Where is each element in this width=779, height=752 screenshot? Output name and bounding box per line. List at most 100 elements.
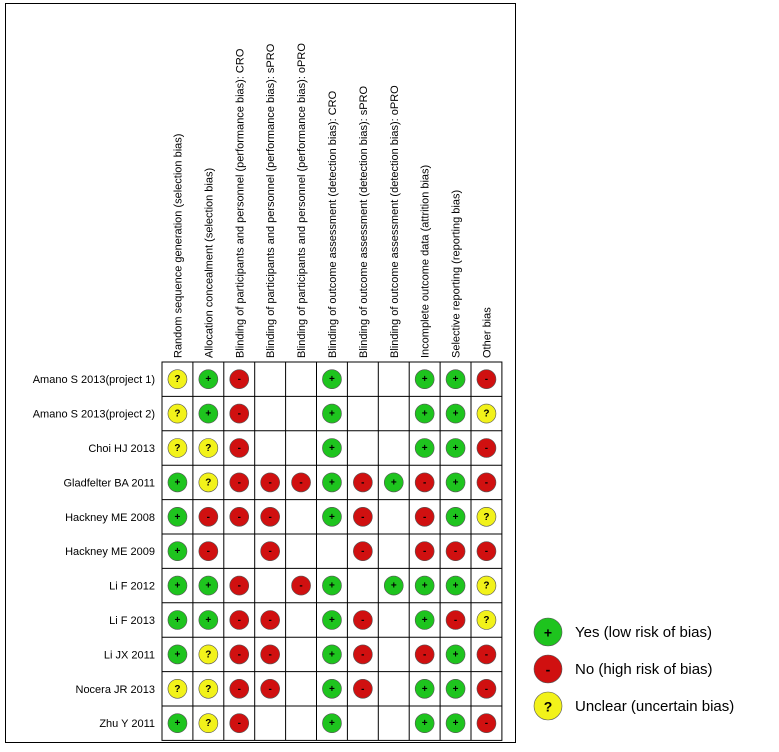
judgement-circle [353, 541, 373, 562]
column-header: Blinding of outcome assessment (detectio… [327, 90, 339, 358]
judgement: - [485, 546, 488, 557]
judgement: - [268, 649, 271, 660]
judgement-circle [414, 541, 435, 562]
judgement: - [423, 546, 426, 557]
judgement-circle [229, 403, 250, 424]
judgement-circle [260, 506, 280, 527]
judgement-circle [383, 472, 404, 493]
judgement: + [391, 581, 397, 592]
judgement: ? [483, 581, 489, 592]
judgement: + [422, 581, 428, 592]
judgement: + [422, 374, 428, 385]
column-header: Random sequence generation (selection bi… [172, 134, 184, 358]
judgement-circle [476, 438, 497, 458]
judgement-circle [260, 678, 280, 699]
judgement-circle [322, 610, 342, 630]
judgement-circle [476, 610, 497, 630]
judgement: + [329, 512, 335, 523]
judgement-circle [414, 369, 435, 390]
judgement: - [238, 477, 241, 488]
judgement-circle [229, 369, 250, 390]
judgement-circle [414, 678, 435, 699]
judgement-circle [414, 403, 435, 424]
judgement: - [485, 443, 488, 454]
judgement-circle [322, 506, 342, 527]
legend-symbol: - [546, 662, 551, 678]
judgement-circle [260, 541, 280, 562]
judgement: - [268, 512, 271, 523]
judgement: + [175, 512, 181, 523]
judgement-circle [445, 472, 466, 493]
judgement: + [329, 581, 335, 592]
judgement: - [361, 477, 364, 488]
judgement-circle [322, 403, 342, 424]
judgement: + [329, 615, 335, 626]
study-label: Gladfelter BA 2011 [63, 477, 155, 489]
judgement: - [485, 374, 488, 385]
judgement-circle [353, 506, 373, 527]
judgement: + [205, 374, 211, 385]
judgement: + [329, 374, 335, 385]
judgement-circle [476, 575, 497, 596]
judgement: - [268, 477, 271, 488]
judgement: + [205, 581, 211, 592]
judgement-circle [229, 438, 250, 458]
judgement-circle [167, 369, 188, 390]
judgement: + [453, 684, 459, 695]
judgement: + [175, 477, 181, 488]
study-label: Nocera JR 2013 [76, 684, 156, 696]
judgement: - [454, 546, 457, 557]
judgement-circle [414, 644, 435, 665]
judgement: + [205, 615, 211, 626]
judgement: ? [483, 512, 489, 523]
judgement: - [361, 649, 364, 660]
judgement: + [329, 443, 335, 454]
judgement-circle [229, 575, 250, 596]
judgement: + [453, 718, 459, 729]
judgement: ? [205, 718, 211, 729]
legend-label: Unclear (uncertain bias) [575, 698, 734, 715]
judgement: + [453, 409, 459, 420]
judgement: ? [174, 409, 180, 420]
judgement: + [175, 615, 181, 626]
judgement-circle [198, 472, 219, 493]
judgement: + [422, 409, 428, 420]
judgement-circle [353, 644, 373, 665]
judgement: + [205, 409, 211, 420]
judgement: + [453, 477, 459, 488]
judgement-circle [476, 713, 497, 734]
judgement: + [453, 512, 459, 523]
judgement-circle [322, 713, 342, 734]
column-header: Allocation concealment (selection bias) [203, 168, 215, 358]
judgement: + [329, 718, 335, 729]
judgement-circle [167, 644, 188, 665]
judgement-circle [198, 506, 219, 527]
study-label: Zhu Y 2011 [99, 718, 155, 730]
judgement: - [485, 684, 488, 695]
legend-circle [533, 654, 563, 684]
judgement: + [453, 443, 459, 454]
judgement: - [485, 718, 488, 729]
judgement-circle [476, 403, 497, 424]
judgement-circle [414, 575, 435, 596]
judgement: + [329, 409, 335, 420]
judgement: - [423, 512, 426, 523]
judgement: - [268, 684, 271, 695]
judgement-circle [414, 438, 435, 458]
judgement-circle [198, 575, 219, 596]
judgement: - [423, 477, 426, 488]
judgement: - [423, 649, 426, 660]
column-header: Blinding of participants and personnel (… [296, 43, 308, 358]
study-label: Li F 2012 [109, 581, 155, 593]
judgement-circle [229, 472, 250, 493]
judgement: - [268, 546, 271, 557]
judgement-circle [353, 678, 373, 699]
judgement: + [453, 581, 459, 592]
judgement-circle [167, 506, 188, 527]
judgement: + [453, 649, 459, 660]
judgement-circle [445, 713, 466, 734]
column-header: Blinding of participants and personnel (… [265, 43, 277, 358]
judgement: + [329, 649, 335, 660]
judgement: - [207, 512, 210, 523]
